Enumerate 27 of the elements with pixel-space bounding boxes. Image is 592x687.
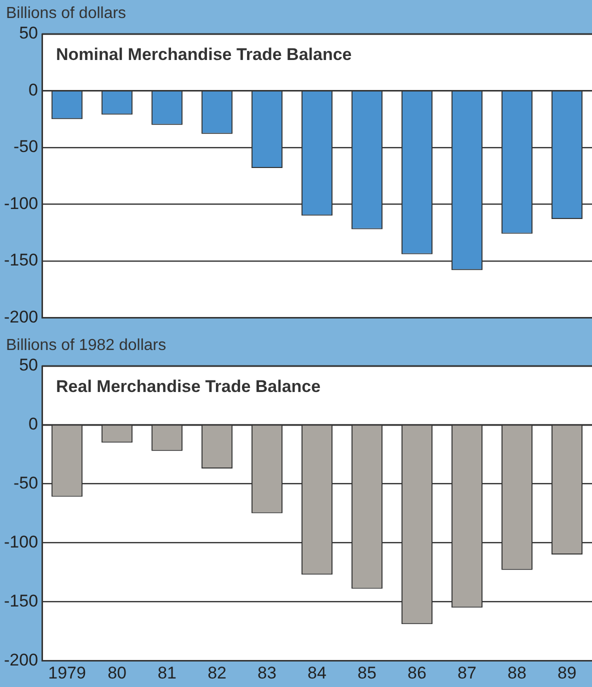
text: Nominal Merchandise Trade Balance	[56, 45, 352, 64]
y-tick-label: -100	[4, 532, 38, 552]
x-tick-label: 83	[258, 663, 276, 682]
y-tick-label: 0	[28, 414, 38, 434]
x-tick-label: 86	[408, 663, 426, 682]
y-tick-label: 0	[28, 80, 38, 100]
x-tick-label: 80	[108, 663, 126, 682]
x-tick-label: 89	[558, 663, 576, 682]
x-tick-label: 87	[458, 663, 476, 682]
y-tick-label: -200	[4, 307, 38, 326]
y-tick-label: 50	[19, 356, 38, 375]
y-axis-title: Billions of 1982 dollars	[6, 337, 166, 354]
y-tick-label: -200	[4, 650, 38, 670]
y-tick-label: 50	[19, 24, 38, 43]
x-tick-label: 82	[208, 663, 226, 682]
y-axis-title: Billions of dollars	[6, 5, 126, 22]
y-tick-label: -50	[13, 474, 38, 493]
x-tick-label: 1979	[48, 663, 86, 682]
x-tick-label: 85	[358, 663, 376, 682]
y-tick-label: -100	[4, 194, 38, 213]
x-tick-label: 84	[308, 663, 326, 682]
x-tick-label: 81	[158, 663, 176, 682]
y-tick-label: -150	[4, 250, 38, 270]
y-tick-label: -150	[4, 591, 38, 610]
x-tick-label: 88	[508, 663, 526, 682]
y-tick-label: -50	[13, 137, 38, 156]
text: Real Merchandise Trade Balance	[56, 377, 321, 396]
